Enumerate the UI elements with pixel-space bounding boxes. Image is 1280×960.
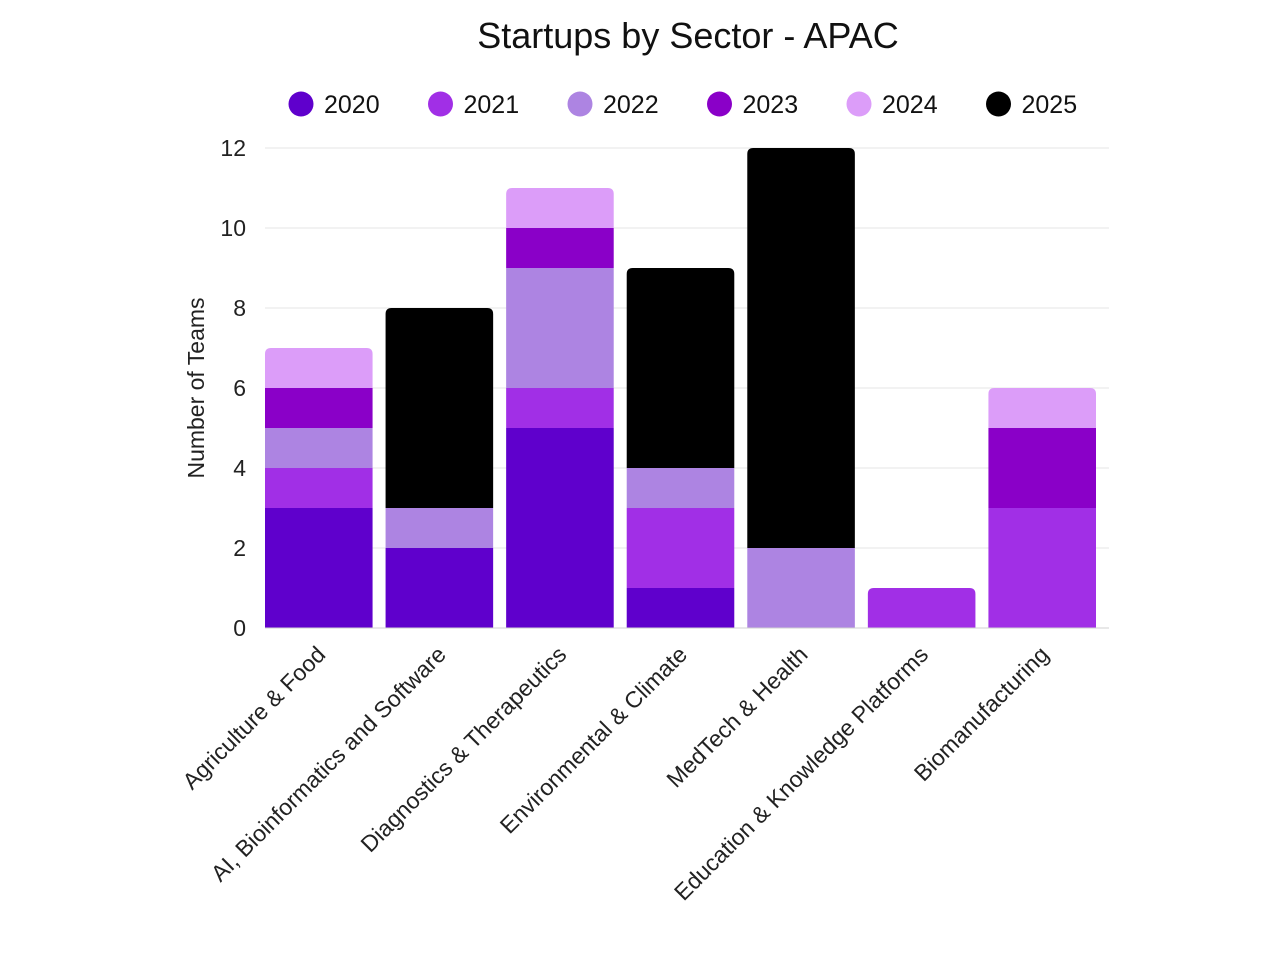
bar-agriculture-food-2022 <box>265 428 373 468</box>
x-category-label-biomanufacturing: Biomanufacturing <box>909 641 1054 786</box>
y-tick-label-8: 8 <box>233 295 246 321</box>
legend-item-2024: 2024 <box>846 91 938 119</box>
legend-swatch-2022 <box>567 91 593 117</box>
bar-diagnostics-therapeutics-2023 <box>506 228 614 268</box>
y-axis-title: Number of Teams <box>183 297 209 478</box>
legend-label-2022: 2022 <box>603 91 659 119</box>
y-tick-label-12: 12 <box>220 135 246 161</box>
y-tick-label-4: 4 <box>233 455 246 481</box>
legend-item-2021: 2021 <box>428 91 519 119</box>
legend-swatch-2020 <box>288 91 314 117</box>
legend-label-2024: 2024 <box>882 91 938 119</box>
bar-ai-bioinformatics-and-software-2022 <box>385 508 494 548</box>
bar-biomanufacturing-2024 <box>988 388 1096 428</box>
y-axis-ticks: 0 2 4 6 8 10 12 <box>220 135 246 641</box>
bar-environmental-climate-2021 <box>626 508 735 588</box>
bar-stack-biomanufacturing <box>988 388 1096 628</box>
y-tick-label-2: 2 <box>233 535 246 561</box>
bar-environmental-climate-2025 <box>626 268 735 468</box>
y-tick-label-6: 6 <box>233 375 246 401</box>
legend-swatch-2021 <box>428 91 453 117</box>
bar-diagnostics-therapeutics-2024 <box>506 188 614 228</box>
legend-swatch-2025 <box>986 91 1011 117</box>
bar-stack-ai-bioinformatics-and-software <box>385 308 494 628</box>
legend-item-2020: 2020 <box>288 91 380 119</box>
bar-agriculture-food-2021 <box>265 468 373 508</box>
legend-item-2022: 2022 <box>567 91 659 119</box>
bar-ai-bioinformatics-and-software-2025 <box>385 308 494 508</box>
legend-swatch-2024 <box>846 91 872 117</box>
bar-biomanufacturing-2021 <box>988 508 1096 628</box>
chart-title: Startups by Sector - APAC <box>477 15 899 56</box>
bar-stack-education-knowledge-platforms <box>867 588 976 628</box>
bar-stack-medtech-health <box>747 148 855 628</box>
legend-item-2025: 2025 <box>986 91 1077 119</box>
bar-education-knowledge-platforms-2021 <box>867 588 976 628</box>
bar-medtech-health-2022 <box>747 548 855 628</box>
bar-diagnostics-therapeutics-2022 <box>506 268 614 388</box>
bars <box>265 148 1096 628</box>
y-tick-label-10: 10 <box>220 215 246 241</box>
bar-agriculture-food-2024 <box>265 348 373 388</box>
bar-diagnostics-therapeutics-2021 <box>506 388 614 428</box>
legend-label-2023: 2023 <box>743 91 799 119</box>
bar-environmental-climate-2022 <box>626 468 735 508</box>
x-category-label-ai-bioinformatics-and-software: AI, Bioinformatics and Software <box>206 641 451 886</box>
bar-stack-agriculture-food <box>265 348 373 628</box>
legend-item-2023: 2023 <box>707 91 798 119</box>
bar-stack-environmental-climate <box>626 268 735 628</box>
x-category-label-education-knowledge-platforms: Education & Knowledge Platforms <box>669 641 933 905</box>
legend: 2020 2021 2022 2023 2024 2025 <box>288 91 1077 119</box>
y-tick-label-0: 0 <box>233 615 246 641</box>
legend-label-2021: 2021 <box>464 91 520 119</box>
legend-label-2020: 2020 <box>324 91 380 119</box>
bar-diagnostics-therapeutics-2020 <box>506 428 614 628</box>
bar-agriculture-food-2020 <box>265 508 373 628</box>
x-category-label-diagnostics-therapeutics: Diagnostics & Therapeutics <box>355 641 571 857</box>
legend-swatch-2023 <box>707 91 732 117</box>
bar-stack-diagnostics-therapeutics <box>506 188 614 628</box>
bar-agriculture-food-2023 <box>265 388 373 428</box>
bar-environmental-climate-2020 <box>626 588 735 628</box>
bar-medtech-health-2025 <box>747 148 855 548</box>
bar-ai-bioinformatics-and-software-2020 <box>385 548 494 628</box>
bar-biomanufacturing-2023 <box>988 428 1096 508</box>
legend-label-2025: 2025 <box>1022 91 1078 119</box>
